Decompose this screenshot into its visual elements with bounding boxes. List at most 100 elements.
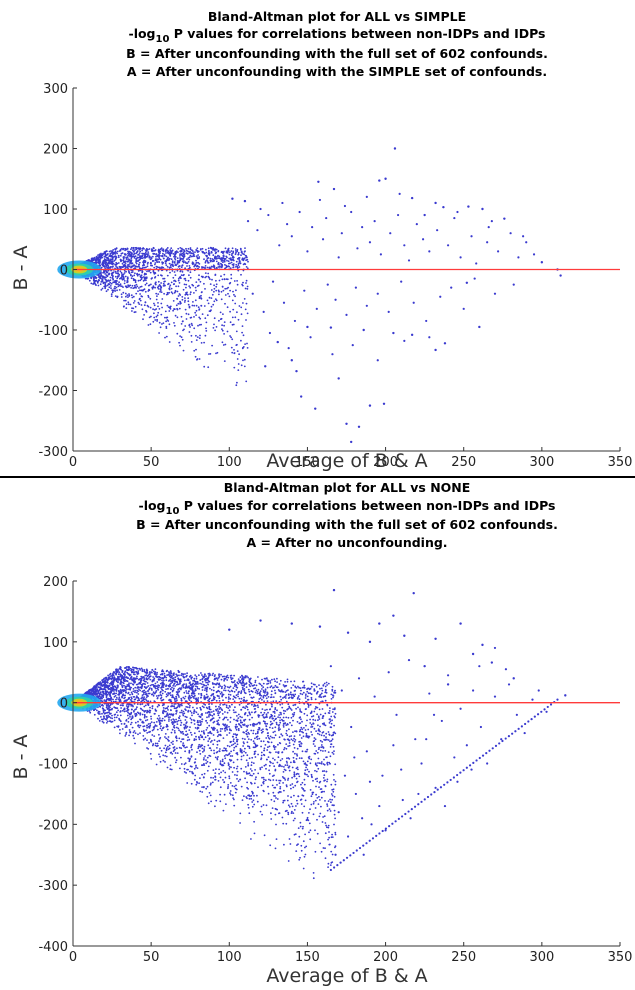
data-point [234,295,237,298]
data-point [237,262,240,265]
data-point [127,252,129,255]
data-point [318,746,320,749]
data-point [345,313,348,316]
data-point [262,686,265,689]
data-point [108,261,110,263]
data-point [244,766,247,768]
data-point [140,304,143,306]
data-point [243,298,246,300]
outlier-point [443,342,447,345]
data-point [220,678,223,681]
data-point [136,699,139,702]
data-point [224,247,227,250]
data-point [168,720,170,722]
data-point [327,838,329,841]
data-point [236,743,239,746]
data-point [128,293,130,295]
data-point [192,301,194,303]
data-point [100,266,103,269]
data-point [166,274,169,277]
data-point [321,821,324,823]
data-point [114,285,116,288]
data-point [294,739,297,741]
data-point [325,681,328,684]
data-point [135,257,138,260]
data-point [176,332,179,335]
data-point [221,758,224,761]
data-point [295,758,298,760]
data-point [126,266,129,269]
data-point [185,683,188,685]
data-point [210,732,213,735]
data-point [124,267,127,269]
data-point [124,696,126,699]
data-point [135,251,138,254]
data-point [186,674,188,677]
data-point [361,226,364,229]
data-point [251,703,253,706]
data-point [115,251,117,254]
data-point [295,850,298,852]
data-point [123,272,126,274]
data-point [136,285,139,288]
data-point [214,255,217,258]
data-point [314,807,317,809]
data-point [285,732,288,735]
data-point [225,264,228,267]
data-point [195,764,197,767]
data-point [204,260,207,263]
data-point [343,204,347,208]
data-point [164,280,166,283]
data-point [329,798,331,801]
data-point [227,764,230,766]
data-point [204,334,207,337]
data-point [182,349,185,352]
data-point [170,281,173,284]
data-point [274,726,277,729]
data-point [199,734,202,737]
data-point [179,303,182,305]
data-point [135,262,138,265]
data-point [301,750,304,753]
data-point [110,287,112,290]
data-point [225,266,228,269]
data-point [189,271,192,274]
data-point [108,259,110,261]
data-point [224,689,227,692]
data-point [147,251,150,254]
x-tick-label: 300 [529,455,554,470]
data-point [270,818,273,820]
data-point [261,708,264,710]
data-point [132,278,135,280]
data-point [324,832,327,835]
data-point [186,746,188,748]
data-point [219,311,222,314]
data-point [130,255,133,258]
data-point [138,287,140,289]
data-point [210,776,212,779]
data-point [124,685,127,688]
data-point [111,259,113,261]
data-point [412,301,415,304]
data-point [266,722,269,725]
data-point [272,757,274,760]
data-point [171,270,174,272]
data-point [138,298,141,301]
data-point [331,751,334,754]
data-point [297,773,300,775]
data-point [262,728,264,731]
data-point [198,278,200,281]
data-point [182,288,185,291]
data-point [240,306,243,309]
data-point [116,277,119,280]
data-point [104,262,107,265]
data-point [115,711,118,714]
data-point [331,685,334,688]
data-point [163,277,166,280]
data-point [166,304,169,307]
data-point [236,343,238,346]
data-point [88,279,91,282]
data-point [271,703,273,706]
data-point [216,729,219,731]
data-point [223,755,226,757]
